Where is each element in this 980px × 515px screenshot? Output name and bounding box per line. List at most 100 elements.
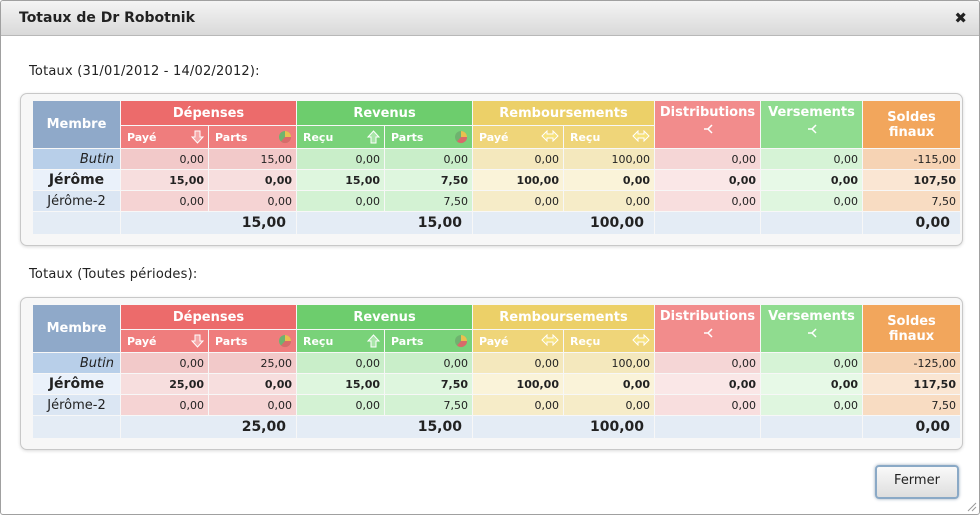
member-name: Jérôme [33, 170, 120, 190]
cell-rev-recu: 0,00 [297, 149, 384, 169]
cell-remb-recu: 0,00 [564, 191, 654, 211]
cell-rev-recu: 15,00 [297, 374, 384, 394]
cell-dep-parts: 0,00 [209, 170, 296, 190]
header-soldes-line2: finaux [888, 124, 935, 140]
split-icon [807, 328, 817, 338]
cell-rev-parts: 0,00 [385, 353, 472, 373]
totals-table-all: Membre Dépenses Revenus Remboursements D… [32, 304, 961, 439]
header-versements: Versements [761, 305, 862, 352]
subheader-rev-parts: Parts [385, 330, 472, 352]
cell-dep-paye: 0,00 [121, 395, 208, 415]
header-revenus: Revenus [297, 101, 472, 125]
footer-empty [33, 212, 120, 234]
totals-panel-period: Membre Dépenses Revenus Remboursements D… [20, 93, 963, 246]
footer-versements [761, 212, 862, 234]
header-membre: Membre [33, 305, 120, 352]
cell-rev-recu: 0,00 [297, 191, 384, 211]
pie-chart-icon [455, 131, 468, 144]
cell-remb-recu: 0,00 [564, 374, 654, 394]
footer-soldes: 0,00 [863, 416, 960, 438]
cell-dep-parts: 25,00 [209, 353, 296, 373]
cell-remb-recu: 0,00 [564, 395, 654, 415]
member-name: Butin [33, 149, 120, 169]
cell-rev-recu: 15,00 [297, 170, 384, 190]
table-row: Butin 0,00 15,00 0,00 0,00 0,00 100,00 0… [33, 149, 960, 169]
footer-depenses: 15,00 [121, 212, 296, 234]
split-icon [703, 124, 713, 134]
subheader-dep-parts: Parts [209, 126, 296, 148]
footer-distributions [655, 416, 760, 438]
subheader-remb-recu: Reçu [564, 330, 654, 352]
cell-versements: 0,00 [761, 191, 862, 211]
header-versements-label: Versements [768, 309, 855, 324]
table-row: Butin 0,00 25,00 0,00 0,00 0,00 100,00 0… [33, 353, 960, 373]
member-name: Butin [33, 353, 120, 373]
member-name: Jérôme-2 [33, 395, 120, 415]
footer-empty [33, 416, 120, 438]
cell-remb-paye: 0,00 [473, 149, 563, 169]
table-row: Jérôme 25,00 0,00 15,00 7,50 100,00 0,00… [33, 374, 960, 394]
fermer-button[interactable]: Fermer [875, 465, 959, 499]
pie-chart-icon [279, 131, 292, 144]
header-soldes-line2: finaux [888, 328, 935, 344]
cell-dep-paye: 0,00 [121, 191, 208, 211]
header-depenses: Dépenses [121, 305, 296, 329]
subheader-dep-parts: Parts [209, 330, 296, 352]
footer-remboursements: 100,00 [473, 212, 654, 234]
cell-dep-parts: 0,00 [209, 191, 296, 211]
header-soldes-line1: Soldes [887, 109, 936, 125]
header-distributions-label: Distributions [659, 105, 756, 120]
subheader-dep-paye: Payé [121, 126, 208, 148]
member-name: Jérôme-2 [33, 191, 120, 211]
subheader-rev-parts: Parts [385, 126, 472, 148]
footer-remboursements: 100,00 [473, 416, 654, 438]
cell-versements: 0,00 [761, 170, 862, 190]
table-row: Jérôme-2 0,00 0,00 0,00 7,50 0,00 0,00 0… [33, 395, 960, 415]
cell-rev-parts: 7,50 [385, 170, 472, 190]
footer-versements [761, 416, 862, 438]
header-versements: Versements [761, 101, 862, 148]
cell-solde: 117,50 [863, 374, 960, 394]
subheader-remb-paye: Payé [473, 330, 563, 352]
cell-remb-paye: 0,00 [473, 353, 563, 373]
cell-dep-paye: 0,00 [121, 353, 208, 373]
pie-chart-icon [455, 335, 468, 348]
header-remboursements: Remboursements [473, 305, 654, 329]
cell-distributions: 0,00 [655, 374, 760, 394]
cell-distributions: 0,00 [655, 149, 760, 169]
cell-dep-parts: 0,00 [209, 374, 296, 394]
cell-rev-parts: 0,00 [385, 149, 472, 169]
cell-remb-recu: 100,00 [564, 149, 654, 169]
cell-versements: 0,00 [761, 353, 862, 373]
header-distributions-label: Distributions [659, 309, 756, 324]
header-soldes-finaux: Soldes finaux [863, 305, 960, 352]
split-icon [703, 328, 713, 338]
cell-dep-paye: 15,00 [121, 170, 208, 190]
table-row: Jérôme 15,00 0,00 15,00 7,50 100,00 0,00… [33, 170, 960, 190]
footer-revenus: 15,00 [297, 212, 472, 234]
header-distributions: Distributions [655, 101, 760, 148]
cell-remb-recu: 100,00 [564, 353, 654, 373]
header-versements-label: Versements [768, 105, 855, 120]
swap-arrows-icon [541, 334, 559, 346]
footer-distributions [655, 212, 760, 234]
subheader-rev-recu: Reçu [297, 330, 384, 352]
table-footer-row: 15,00 15,00 100,00 0,00 [33, 212, 960, 234]
pie-chart-icon [279, 335, 292, 348]
cell-rev-parts: 7,50 [385, 374, 472, 394]
subheader-rev-recu: Reçu [297, 126, 384, 148]
cell-dep-parts: 0,00 [209, 395, 296, 415]
cell-solde: 7,50 [863, 395, 960, 415]
table-footer-row: 25,00 15,00 100,00 0,00 [33, 416, 960, 438]
close-icon[interactable]: ✖ [954, 9, 967, 27]
resize-grip-icon[interactable] [967, 502, 977, 512]
header-membre: Membre [33, 101, 120, 148]
cell-distributions: 0,00 [655, 395, 760, 415]
header-distributions: Distributions [655, 305, 760, 352]
dialog-titlebar[interactable]: Totaux de Dr Robotnik ✖ [1, 1, 979, 36]
subheader-dep-paye: Payé [121, 330, 208, 352]
totals-panel-all: Membre Dépenses Revenus Remboursements D… [20, 297, 963, 450]
swap-arrows-icon [632, 130, 650, 142]
split-icon [807, 124, 817, 134]
header-soldes-finaux: Soldes finaux [863, 101, 960, 148]
